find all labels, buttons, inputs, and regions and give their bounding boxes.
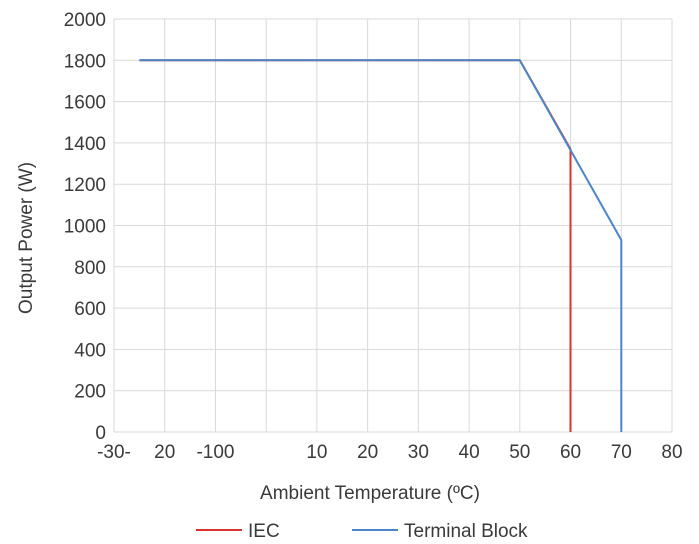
legend: IEC Terminal Block (196, 521, 528, 542)
x-tick-label: 40 (459, 442, 480, 463)
y-tick-label: 2000 (64, 10, 106, 31)
y-tick-label: 400 (74, 340, 106, 361)
y-tick-label: 200 (74, 382, 106, 403)
x-tick-label: 70 (611, 442, 632, 463)
x-tick-label: 20 (154, 442, 175, 463)
y-axis-title: Output Power (W) (16, 162, 37, 314)
x-axis-title: Ambient Temperature (ºC) (260, 483, 480, 504)
legend-label: Terminal Block (404, 521, 528, 542)
x-tick-label: -100 (196, 442, 234, 463)
x-tick-label: -30- (97, 442, 131, 463)
y-tick-label: 1800 (64, 51, 106, 72)
legend-label: IEC (248, 521, 280, 542)
y-tick-label: 1000 (64, 217, 106, 238)
x-tick-label: 10 (306, 442, 327, 463)
y-tick-label: 600 (74, 299, 106, 320)
y-axis-ticks: 0 200 400 600 800 1000 1200 1400 1600 1800 2000 (64, 10, 106, 444)
series-layer (139, 59, 623, 432)
x-tick-label: 50 (509, 442, 530, 463)
series-line-terminal-block (139, 59, 623, 432)
y-tick-label: 0 (95, 423, 106, 444)
x-tick-label: 30 (408, 442, 429, 463)
x-axis-ticks: -30- 20 -100 10 20 30 40 50 60 70 80 (97, 442, 682, 463)
grid-layer (113, 18, 673, 433)
x-tick-label: 80 (661, 442, 682, 463)
y-tick-label: 800 (74, 258, 106, 279)
y-tick-label: 1600 (64, 93, 106, 114)
y-tick-label: 1200 (64, 175, 106, 196)
series-line-iec (139, 59, 572, 432)
x-tick-label: 20 (357, 442, 378, 463)
y-tick-label: 1400 (64, 134, 106, 155)
x-tick-label: 60 (560, 442, 581, 463)
